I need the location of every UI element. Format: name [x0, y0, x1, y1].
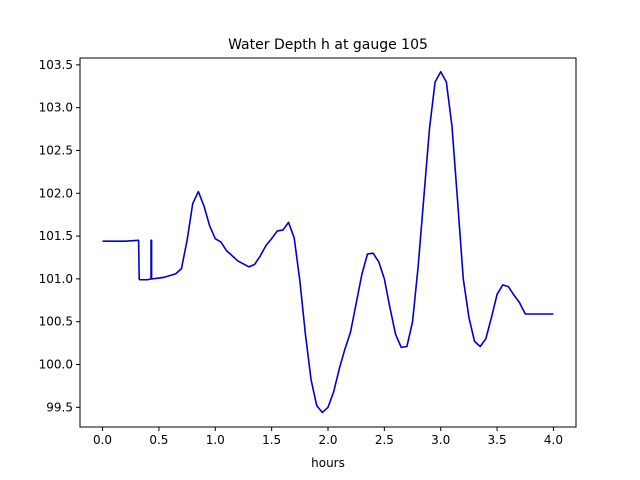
x-axis: 0.0 0.5 1.0 1.5 2.0 2.5 3.0 3.5 4.0 — [93, 427, 563, 447]
x-tick-label: 4.0 — [544, 433, 563, 447]
x-tick-label: 0.5 — [149, 433, 168, 447]
y-tick-label: 100.0 — [39, 358, 73, 372]
y-tick-label: 103.0 — [39, 101, 73, 115]
x-tick-label: 2.5 — [375, 433, 394, 447]
y-tick-label: 101.0 — [39, 272, 73, 286]
plot-frame — [79, 57, 577, 428]
x-tick-label: 2.0 — [318, 433, 337, 447]
y-tick-label: 100.5 — [39, 315, 73, 329]
series-line-0 — [102, 70, 554, 414]
plot-area — [102, 70, 554, 414]
y-tick-label: 99.5 — [46, 400, 73, 414]
y-tick-label: 103.5 — [39, 58, 73, 72]
x-axis-label: hours — [311, 456, 345, 470]
y-tick-label: 101.5 — [39, 229, 73, 243]
x-tick-label: 1.0 — [206, 433, 225, 447]
y-tick-label: 102.5 — [39, 143, 73, 157]
x-tick-label: 0.0 — [93, 433, 112, 447]
x-tick-label: 1.5 — [262, 433, 281, 447]
chart-title: Water Depth h at gauge 105 — [228, 37, 428, 53]
y-tick-label: 102.0 — [39, 186, 73, 200]
y-axis: 99.5 100.0 100.5 101.0 101.5 102.0 102.5 103.0 1… — [39, 58, 80, 414]
x-tick-label: 3.0 — [431, 433, 450, 447]
x-tick-label: 3.5 — [488, 433, 507, 447]
